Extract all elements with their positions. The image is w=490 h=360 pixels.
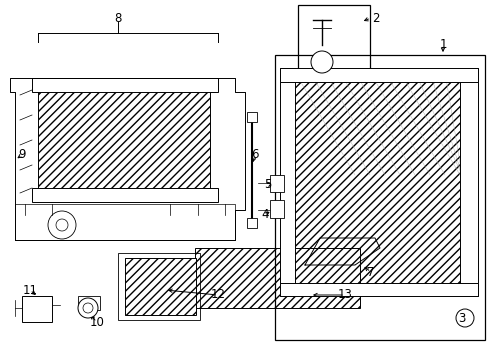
Bar [247,112,257,122]
Bar [298,5,370,80]
Bar [78,296,100,310]
Text: 2: 2 [372,12,380,24]
Text: 12: 12 [211,288,225,302]
Bar [32,78,218,92]
Bar [125,258,196,315]
Bar [195,248,360,308]
Text: 10: 10 [90,315,104,328]
Text: 6: 6 [251,148,259,162]
Circle shape [78,298,98,318]
Circle shape [83,303,93,313]
Text: 11: 11 [23,284,38,297]
Text: 9: 9 [18,148,26,162]
Bar [293,72,462,292]
Circle shape [456,309,474,327]
Bar [22,296,52,322]
Text: 3: 3 [458,311,466,324]
Text: 8: 8 [114,12,122,24]
Bar [270,200,284,218]
Text: 1: 1 [439,39,447,51]
Bar [270,175,284,192]
Bar [118,253,200,320]
Bar [275,55,485,340]
Bar [38,88,210,192]
Text: 7: 7 [367,266,375,279]
Bar [247,218,257,228]
Bar [460,68,478,296]
Text: 13: 13 [338,288,352,302]
Bar [280,283,478,296]
Text: 4: 4 [261,208,269,221]
Text: 5: 5 [264,179,271,192]
Bar [280,68,478,82]
Circle shape [311,51,333,73]
Bar [32,188,218,202]
Bar [280,68,295,296]
